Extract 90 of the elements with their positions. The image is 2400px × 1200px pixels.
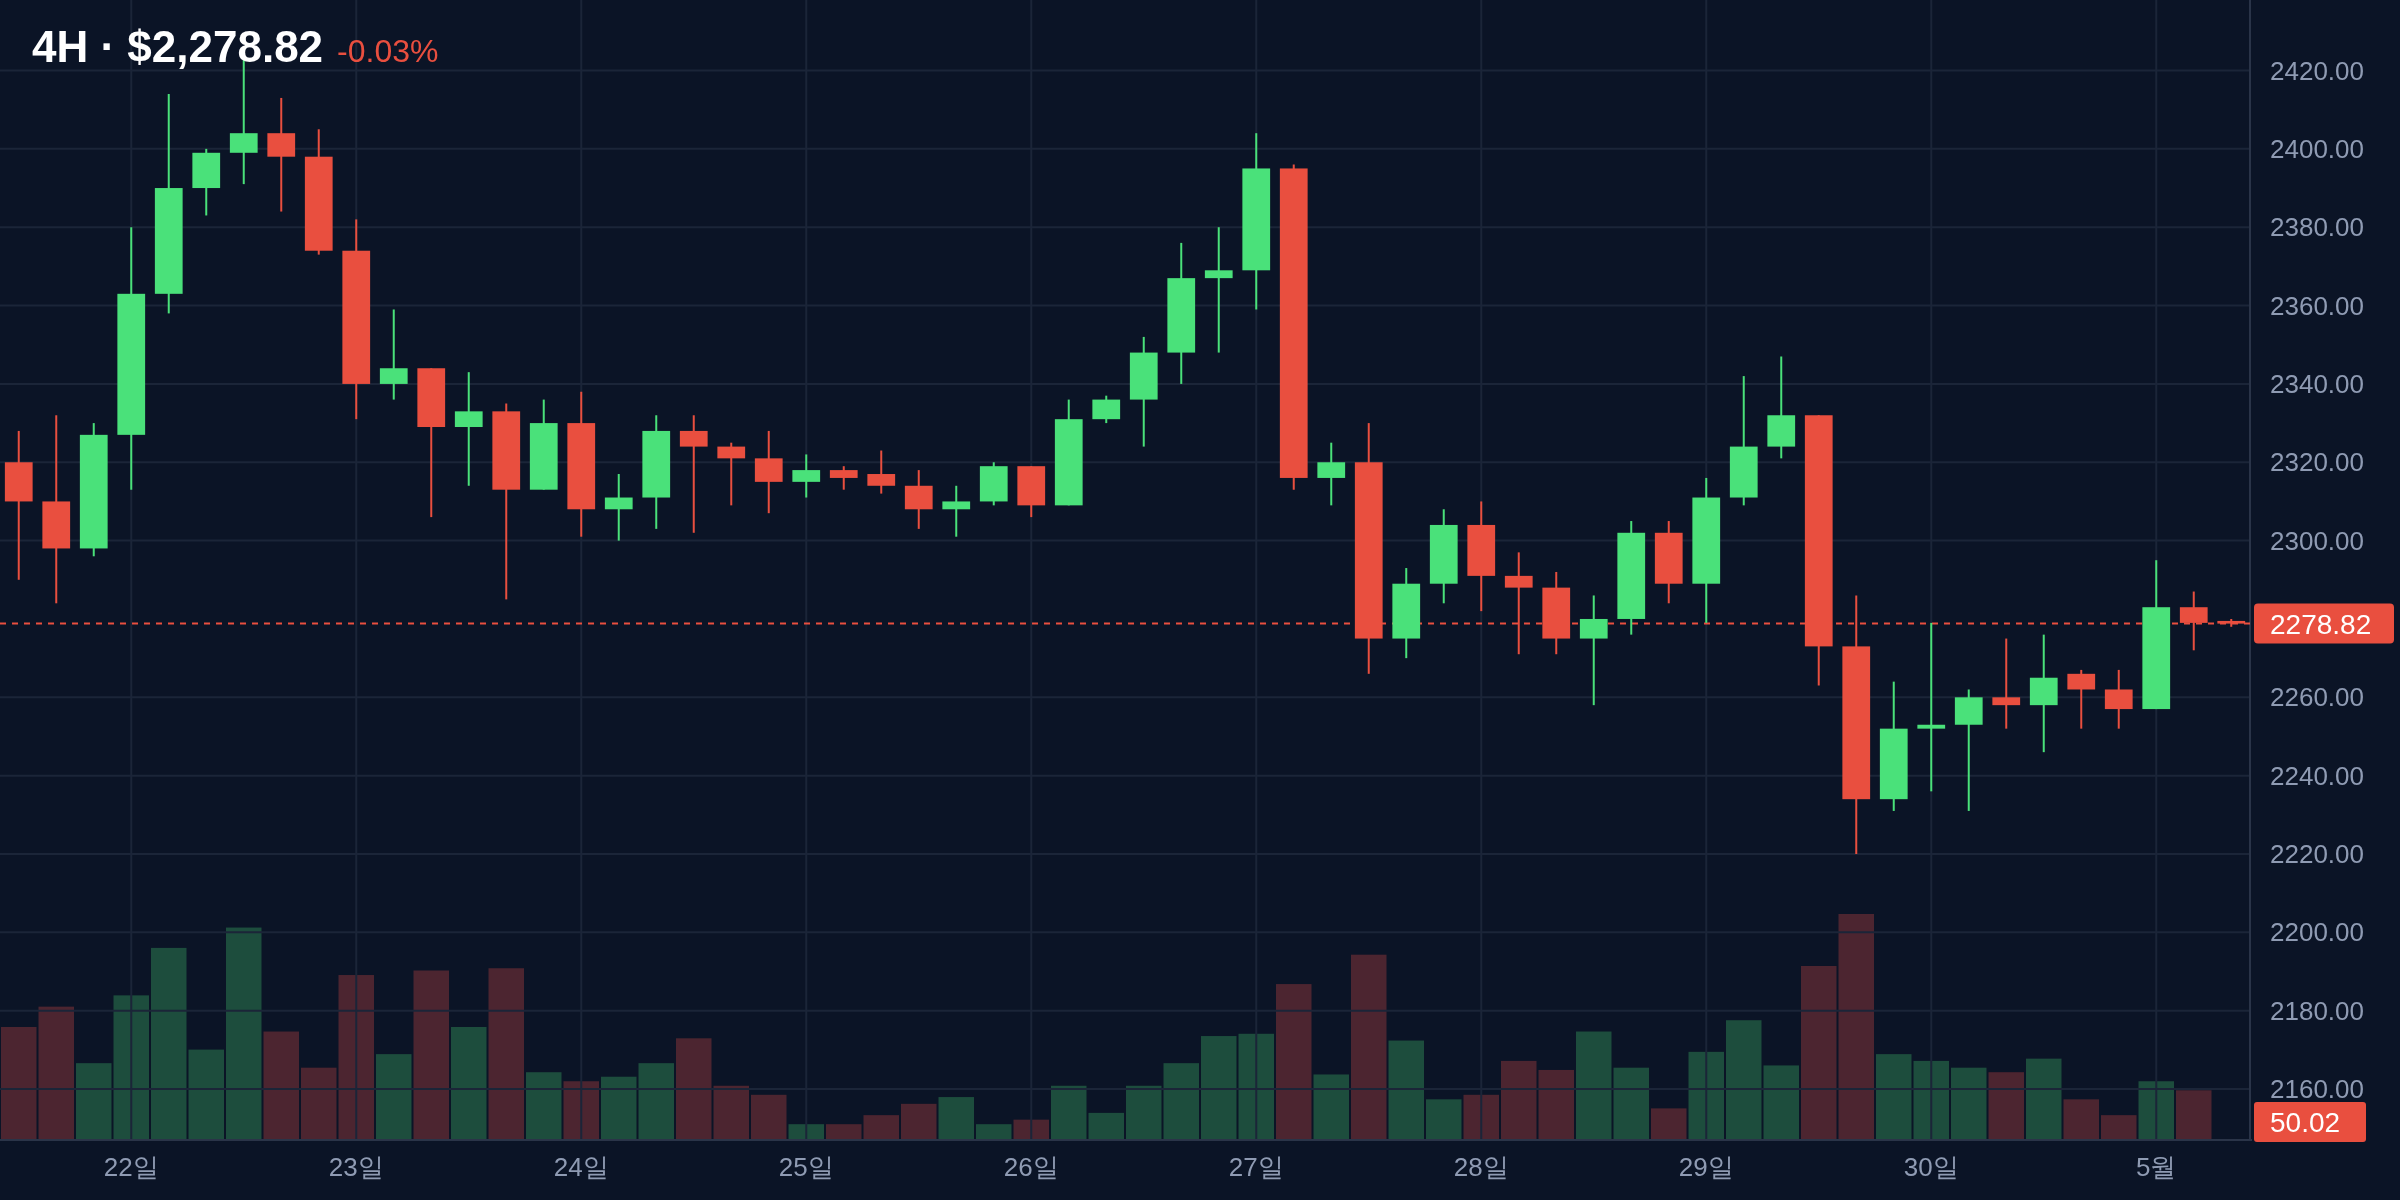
bar	[1088, 1112, 1124, 1140]
bar	[1051, 1085, 1087, 1140]
bar	[713, 1085, 749, 1140]
x-tick-label: 5월	[2136, 1152, 2177, 1182]
candlestick	[1992, 637, 2021, 730]
bar	[151, 947, 187, 1140]
x-tick-label: 22일	[103, 1152, 159, 1182]
bar	[301, 1067, 337, 1140]
y-tick-label: 2380.00	[2270, 212, 2364, 243]
bar	[263, 1031, 299, 1140]
bar	[1201, 1036, 1237, 1140]
bar	[226, 927, 262, 1140]
y-tick-label: 2220.00	[2270, 839, 2364, 870]
bar	[638, 1063, 674, 1140]
y-tick-label: 2360.00	[2270, 290, 2364, 321]
x-tick-label: 27일	[1228, 1152, 1284, 1182]
candlestick	[379, 308, 408, 401]
bar	[338, 975, 374, 1140]
y-tick-label: 2340.00	[2270, 368, 2364, 399]
y-tick-label: 2400.00	[2270, 133, 2364, 164]
bar	[1501, 1060, 1537, 1140]
bar	[676, 1038, 712, 1140]
bar	[1388, 1040, 1424, 1140]
candlestick	[1204, 226, 1233, 354]
y-tick-label: 2240.00	[2270, 760, 2364, 791]
bar	[1276, 984, 1312, 1140]
x-tick-label: 28일	[1453, 1152, 1509, 1182]
bar	[1463, 1094, 1499, 1140]
candlestick	[717, 441, 746, 507]
bar	[1313, 1074, 1349, 1140]
bar	[1538, 1069, 1574, 1140]
x-tick-label: 30일	[1903, 1152, 1959, 1182]
bar	[1688, 1051, 1724, 1140]
y-tick-label: 2180.00	[2270, 995, 2364, 1026]
bar	[826, 1124, 862, 1140]
x-tick-label: 29일	[1678, 1152, 1734, 1182]
bar	[1126, 1085, 1162, 1140]
bar	[1576, 1031, 1612, 1140]
bar	[1726, 1020, 1762, 1140]
candlestick	[829, 465, 858, 491]
bar	[1801, 965, 1837, 1140]
x-tick-label: 24일	[553, 1152, 609, 1182]
bar	[1951, 1067, 1987, 1140]
bar	[1763, 1065, 1799, 1140]
bar	[188, 1049, 224, 1140]
candlestick	[604, 473, 633, 542]
bar	[901, 1103, 937, 1140]
bar	[938, 1097, 974, 1140]
bar	[863, 1115, 899, 1140]
ref-line-label: 2278.82	[2270, 608, 2372, 640]
y-tick-label: 2260.00	[2270, 682, 2364, 713]
bar	[1238, 1033, 1274, 1140]
bar	[488, 968, 524, 1140]
bar	[976, 1124, 1012, 1140]
bar	[113, 995, 149, 1140]
bar	[1351, 954, 1387, 1140]
candlestick	[1917, 621, 1946, 793]
y-tick-label: 2200.00	[2270, 917, 2364, 948]
candlestick	[454, 371, 483, 487]
bar	[1988, 1072, 2024, 1140]
bar	[1613, 1067, 1649, 1140]
bar	[1876, 1054, 1912, 1140]
x-tick-label: 26일	[1003, 1152, 1059, 1182]
bar	[376, 1054, 412, 1140]
bar	[526, 1072, 562, 1140]
bar	[76, 1063, 112, 1140]
bar	[1, 1027, 37, 1140]
candlestick	[942, 484, 971, 538]
bar	[601, 1076, 637, 1140]
text: 50.02	[2270, 1107, 2341, 1138]
bar	[1163, 1063, 1199, 1140]
y-tick-label: 2300.00	[2270, 525, 2364, 556]
y-tick-label: 2420.00	[2270, 55, 2364, 86]
candlestick	[679, 414, 708, 534]
y-tick-label: 2160.00	[2270, 1074, 2364, 1105]
bar	[1838, 914, 1874, 1140]
bar	[1651, 1108, 1687, 1140]
bar	[2101, 1115, 2137, 1140]
bar	[38, 1006, 74, 1140]
bar	[1426, 1099, 1462, 1140]
y-tick-label: 2320.00	[2270, 447, 2364, 478]
bar	[451, 1027, 487, 1140]
x-tick-label: 25일	[778, 1152, 834, 1182]
bar	[413, 970, 449, 1140]
x-tick-label: 23일	[328, 1152, 384, 1182]
bar	[2063, 1099, 2099, 1140]
title: 4H · $2,278.82 -0.03%	[32, 22, 439, 71]
bar	[2176, 1090, 2212, 1140]
bar	[2026, 1058, 2062, 1140]
bar	[751, 1094, 787, 1140]
